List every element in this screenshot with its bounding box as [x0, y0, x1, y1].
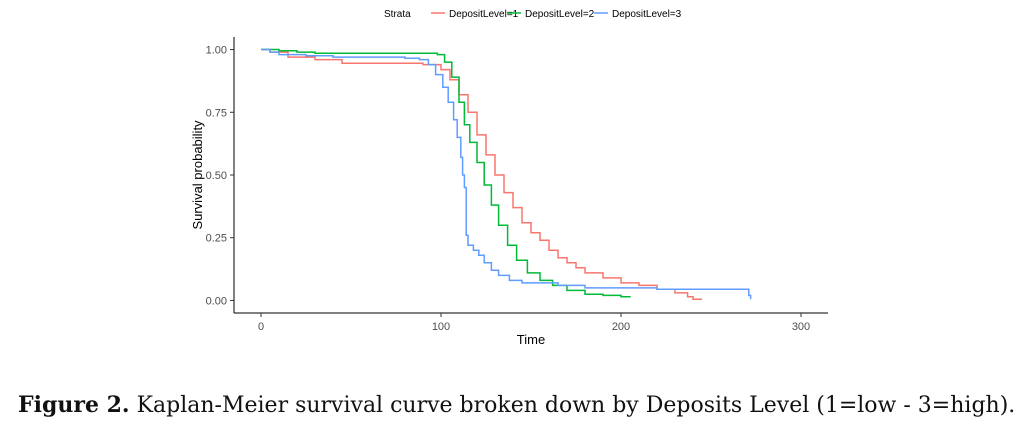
- caption-text: Kaplan-Meier survival curve broken down …: [129, 393, 1016, 418]
- figure-label: Figure 2.: [18, 392, 130, 418]
- survival-curve-line: [261, 48, 752, 300]
- legend-title: Strata: [384, 9, 411, 20]
- series-lines: [261, 48, 752, 300]
- x-tick-label: 100: [432, 321, 450, 333]
- y-axis-label: Survival probability: [190, 120, 205, 230]
- x-tick-label: 0: [258, 321, 264, 333]
- x-axis-label: Time: [517, 332, 545, 347]
- survival-curve-line: [261, 48, 631, 298]
- axes: 0 100 200 300 0.00 0.25 0.50 0.75 1.00: [206, 37, 828, 333]
- survival-curve-line: [261, 48, 702, 300]
- legend-entry-label: DepositLevel=2: [525, 9, 595, 20]
- legend-entry-label: DepositLevel=3: [612, 9, 682, 20]
- x-tick-label: 200: [612, 321, 630, 333]
- x-tick-label: 300: [792, 321, 810, 333]
- legend-entry-label: DepositLevel=1: [449, 9, 519, 20]
- y-tick-label: 1.00: [206, 45, 227, 57]
- figure-caption: Figure 2. Kaplan-Meier survival curve br…: [18, 392, 1015, 418]
- y-tick-label: 0.50: [206, 170, 227, 182]
- y-tick-label: 0.25: [206, 233, 227, 245]
- y-tick-label: 0.75: [206, 107, 227, 119]
- y-tick-label: 0.00: [206, 295, 227, 307]
- legend: Strata DepositLevel=1 DepositLevel=2 Deposi…: [384, 9, 682, 20]
